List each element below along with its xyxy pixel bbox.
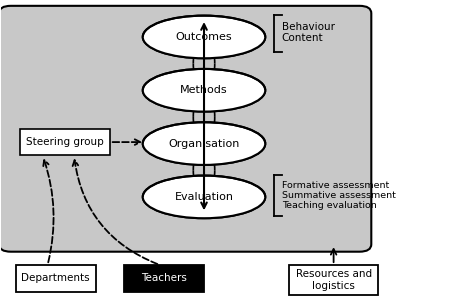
Ellipse shape: [143, 16, 265, 58]
Text: Departments: Departments: [21, 273, 90, 283]
Text: Teachers: Teachers: [141, 273, 187, 283]
Ellipse shape: [143, 69, 265, 112]
Text: Methods: Methods: [180, 85, 228, 95]
Ellipse shape: [143, 122, 265, 165]
Text: Outcomes: Outcomes: [176, 32, 232, 42]
Text: Steering group: Steering group: [26, 137, 104, 147]
Text: Organisation: Organisation: [168, 138, 240, 149]
FancyBboxPatch shape: [0, 6, 371, 252]
FancyBboxPatch shape: [16, 265, 96, 292]
Text: Behaviour
Content: Behaviour Content: [282, 22, 335, 43]
Ellipse shape: [143, 176, 265, 218]
Text: Resources and
logistics: Resources and logistics: [295, 269, 372, 291]
Text: Evaluation: Evaluation: [174, 192, 234, 202]
FancyBboxPatch shape: [124, 265, 204, 292]
FancyBboxPatch shape: [289, 265, 378, 295]
FancyBboxPatch shape: [20, 129, 110, 155]
Text: Formative assessment
Summative assessment
Teaching evaluation: Formative assessment Summative assessmen…: [282, 181, 396, 210]
